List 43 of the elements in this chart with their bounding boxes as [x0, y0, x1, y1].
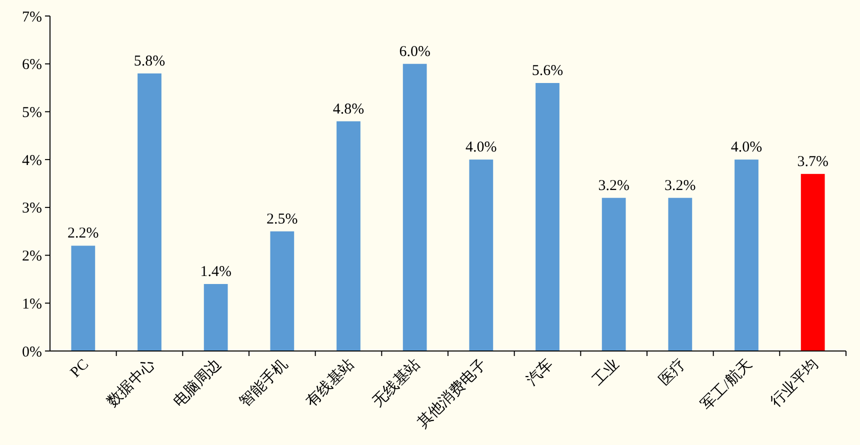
y-tick-label: 0% [22, 344, 42, 360]
x-tick-label: 数据中心 [104, 356, 158, 410]
x-tick-label: 无线基站 [369, 356, 424, 410]
data-label: 3.7% [797, 154, 828, 170]
bar [734, 160, 758, 351]
y-tick-label: 2% [22, 248, 42, 265]
y-tick-label: 5% [22, 104, 42, 121]
bar [469, 160, 494, 351]
bar [668, 198, 692, 351]
data-label: 4.0% [466, 140, 497, 156]
bar [138, 73, 162, 351]
x-tick-label: 电脑周边 [170, 356, 225, 410]
data-label: 2.5% [266, 211, 298, 228]
bar [336, 121, 360, 351]
x-tick-label: 医疗 [656, 356, 689, 390]
x-tick-label: 工业 [589, 356, 623, 390]
data-label: 1.4% [200, 264, 232, 280]
data-label: 5.6% [532, 63, 564, 79]
data-label: 4.0% [730, 140, 762, 156]
x-tick-label: 军工/航天 [698, 356, 756, 414]
data-label: 3.2% [664, 178, 696, 194]
x-tick-label: 汽车 [523, 356, 556, 390]
y-tick-label: 7% [22, 9, 42, 26]
bar [602, 198, 626, 351]
data-label: 6.0% [399, 44, 430, 60]
y-tick-label: 4% [22, 152, 42, 169]
data-label: 5.8% [134, 53, 166, 70]
bar [536, 83, 560, 351]
x-tick-label: 智能手机 [236, 356, 291, 410]
y-tick-label: 6% [22, 57, 42, 74]
data-label: 2.2% [68, 226, 99, 242]
y-tick-label: 3% [22, 200, 42, 217]
data-label: 3.2% [598, 178, 630, 194]
bar [204, 284, 228, 351]
bar [270, 231, 294, 351]
bar [800, 174, 825, 351]
bar [71, 246, 96, 351]
x-tick-label: 行业平均 [767, 356, 822, 410]
bar [402, 64, 427, 351]
x-tick-label: 有线基站 [302, 356, 358, 410]
x-tick-label: PC [68, 356, 92, 381]
data-label: 4.8% [332, 101, 364, 118]
y-tick-label: 1% [22, 296, 42, 312]
